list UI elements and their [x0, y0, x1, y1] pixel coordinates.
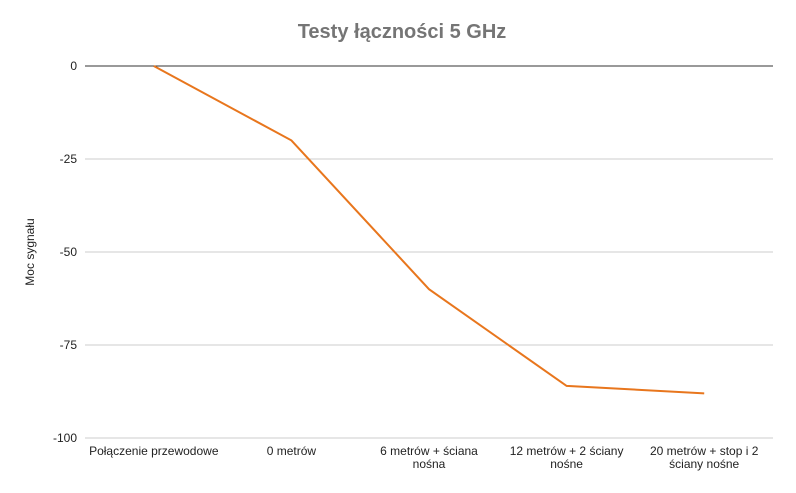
x-tick-label: 6 metrów + ściana — [380, 444, 478, 458]
chart-title: Testy łączności 5 GHz — [298, 21, 507, 43]
x-tick-label: 20 metrów + stop i 2 — [650, 444, 759, 458]
y-tick-label: -100 — [53, 431, 77, 445]
x-tick-label: nośna — [413, 457, 446, 471]
y-tick-label: 0 — [70, 59, 77, 73]
x-tick-label: 12 metrów + 2 ściany — [510, 444, 624, 458]
x-tick-label: nośne — [550, 457, 583, 471]
y-axis-label: Moc sygnału — [23, 218, 37, 285]
series-line — [153, 65, 705, 395]
y-tick-label: -25 — [60, 152, 78, 166]
x-tick-label: 0 metrów — [267, 444, 317, 458]
y-tick-label: -50 — [60, 245, 78, 259]
y-tick-label: -75 — [60, 338, 78, 352]
x-tick-label: ściany nośne — [669, 457, 739, 471]
x-tick-label: Połączenie przewodowe — [89, 444, 219, 458]
